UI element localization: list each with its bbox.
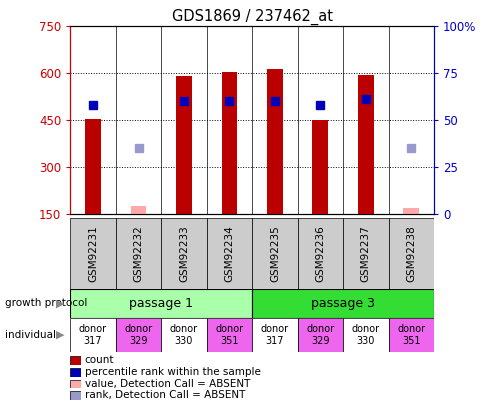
Bar: [297, 218, 342, 289]
Bar: [252, 218, 297, 289]
Bar: [342, 318, 388, 352]
Bar: [388, 318, 433, 352]
Bar: [206, 318, 252, 352]
Bar: [312, 120, 328, 214]
Bar: [221, 72, 237, 214]
Text: GSM92234: GSM92234: [224, 225, 234, 282]
Text: GSM92235: GSM92235: [270, 225, 279, 282]
Text: donor
330: donor 330: [169, 324, 197, 346]
Text: ▶: ▶: [56, 330, 65, 340]
Bar: [266, 68, 282, 214]
Bar: [403, 208, 419, 214]
Text: GSM92236: GSM92236: [315, 225, 325, 282]
Text: GSM92238: GSM92238: [406, 225, 415, 282]
Text: donor
317: donor 317: [79, 324, 107, 346]
Bar: [116, 218, 161, 289]
Bar: [252, 289, 433, 318]
Bar: [85, 119, 101, 214]
Text: donor
329: donor 329: [306, 324, 334, 346]
Bar: [388, 218, 433, 289]
Bar: [342, 218, 388, 289]
Bar: [130, 206, 146, 214]
Text: GSM92237: GSM92237: [360, 225, 370, 282]
Text: value, Detection Call = ABSENT: value, Detection Call = ABSENT: [85, 379, 250, 389]
Text: GSM92232: GSM92232: [133, 225, 143, 282]
Text: passage 1: passage 1: [129, 297, 193, 310]
Text: ▶: ▶: [56, 298, 65, 308]
Title: GDS1869 / 237462_at: GDS1869 / 237462_at: [171, 9, 332, 25]
Text: percentile rank within the sample: percentile rank within the sample: [85, 367, 260, 377]
Text: individual: individual: [5, 330, 56, 340]
Bar: [357, 75, 373, 214]
Bar: [252, 318, 297, 352]
Bar: [161, 218, 206, 289]
Bar: [116, 318, 161, 352]
Bar: [70, 218, 116, 289]
Text: donor
317: donor 317: [260, 324, 288, 346]
Bar: [176, 76, 192, 214]
Text: donor
351: donor 351: [215, 324, 243, 346]
Bar: [206, 218, 252, 289]
Bar: [161, 318, 206, 352]
Text: GSM92233: GSM92233: [179, 225, 189, 282]
Text: donor
329: donor 329: [124, 324, 152, 346]
Bar: [297, 318, 342, 352]
Text: growth protocol: growth protocol: [5, 298, 87, 308]
Text: GSM92231: GSM92231: [88, 225, 98, 282]
Text: donor
351: donor 351: [396, 324, 424, 346]
Bar: [70, 318, 116, 352]
Text: rank, Detection Call = ABSENT: rank, Detection Call = ABSENT: [85, 390, 245, 400]
Bar: [70, 289, 252, 318]
Text: donor
330: donor 330: [351, 324, 379, 346]
Text: count: count: [85, 355, 114, 365]
Text: passage 3: passage 3: [311, 297, 374, 310]
